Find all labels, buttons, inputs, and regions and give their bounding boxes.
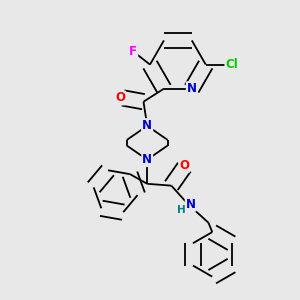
Text: N: N xyxy=(187,82,197,95)
Text: Cl: Cl xyxy=(225,58,238,71)
Text: F: F xyxy=(129,45,137,58)
Text: O: O xyxy=(115,92,125,104)
Text: N: N xyxy=(142,119,152,132)
Text: N: N xyxy=(142,153,152,166)
Text: O: O xyxy=(179,159,189,172)
Text: N: N xyxy=(186,198,196,211)
Text: N: N xyxy=(142,119,152,132)
Text: H: H xyxy=(177,205,186,215)
